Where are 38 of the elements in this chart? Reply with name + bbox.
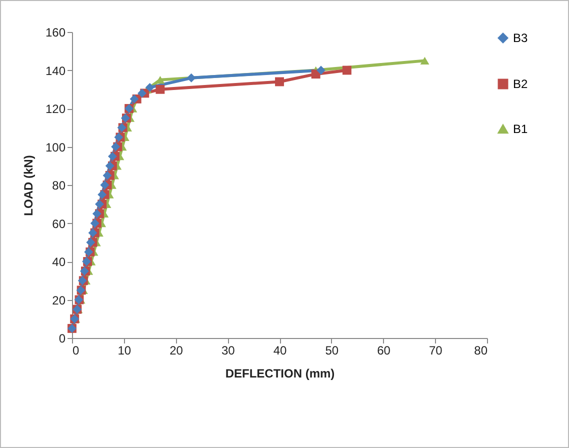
x-tick-label: 0 bbox=[72, 344, 80, 358]
x-axis-title: DEFLECTION (mm) bbox=[225, 366, 335, 380]
y-tick-label: 80 bbox=[52, 178, 66, 192]
y-tick-label: 0 bbox=[58, 332, 66, 346]
point bbox=[275, 77, 284, 86]
point bbox=[138, 88, 147, 98]
point bbox=[156, 84, 165, 94]
point bbox=[130, 94, 139, 104]
point bbox=[420, 56, 430, 65]
point bbox=[342, 66, 352, 75]
y-tick-label: 120 bbox=[45, 102, 66, 116]
point bbox=[95, 200, 104, 209]
x-tick-label: 20 bbox=[170, 344, 184, 358]
y-tick-label: 20 bbox=[52, 293, 66, 308]
point bbox=[105, 161, 114, 170]
x-tick-label: 10 bbox=[118, 344, 132, 358]
point bbox=[108, 152, 117, 161]
y-tick-label: 60 bbox=[52, 216, 66, 231]
y-axis-title: LOAD (kN) bbox=[21, 155, 36, 216]
point bbox=[145, 82, 154, 92]
y-tick-label: 100 bbox=[45, 140, 66, 154]
x-tick-label: 70 bbox=[428, 344, 443, 358]
y-tick-label: 160 bbox=[45, 26, 66, 40]
point bbox=[98, 190, 107, 200]
y-tick-label: 40 bbox=[52, 255, 66, 269]
x-tick-label: 30 bbox=[221, 344, 236, 358]
x-tick-label: 50 bbox=[325, 344, 339, 358]
legend-label: B1 bbox=[513, 122, 528, 136]
point bbox=[100, 180, 110, 190]
legend-label: B2 bbox=[513, 77, 528, 91]
point bbox=[92, 209, 102, 218]
y-tick-label: 140 bbox=[45, 64, 66, 78]
point bbox=[102, 170, 112, 180]
x-tick-label: 40 bbox=[273, 344, 287, 358]
x-tick-label: 60 bbox=[377, 344, 391, 358]
x-tick-label: 80 bbox=[474, 344, 488, 358]
legend-label: B3 bbox=[513, 31, 528, 45]
point bbox=[316, 66, 326, 75]
